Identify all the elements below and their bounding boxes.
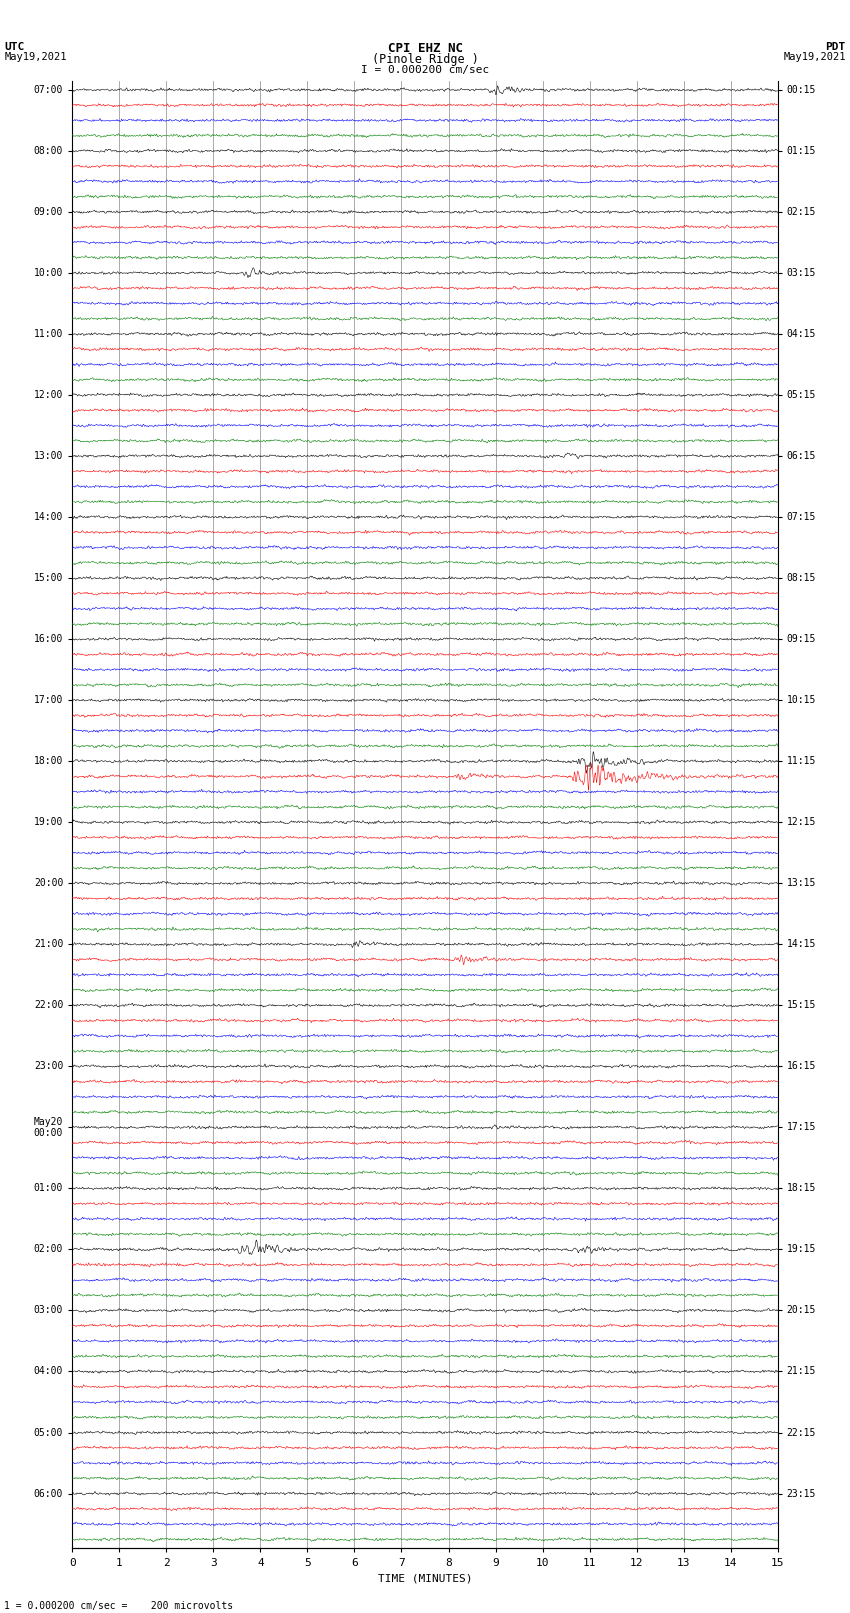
- Text: (Pinole Ridge ): (Pinole Ridge ): [371, 53, 479, 66]
- Text: May19,2021: May19,2021: [4, 52, 67, 61]
- Text: PDT: PDT: [825, 42, 846, 52]
- Text: UTC: UTC: [4, 42, 25, 52]
- Text: I = 0.000200 cm/sec: I = 0.000200 cm/sec: [361, 65, 489, 74]
- Text: May19,2021: May19,2021: [783, 52, 846, 61]
- Text: CPI EHZ NC: CPI EHZ NC: [388, 42, 462, 55]
- X-axis label: TIME (MINUTES): TIME (MINUTES): [377, 1573, 473, 1582]
- Text: 1 = 0.000200 cm/sec =    200 microvolts: 1 = 0.000200 cm/sec = 200 microvolts: [4, 1602, 234, 1611]
